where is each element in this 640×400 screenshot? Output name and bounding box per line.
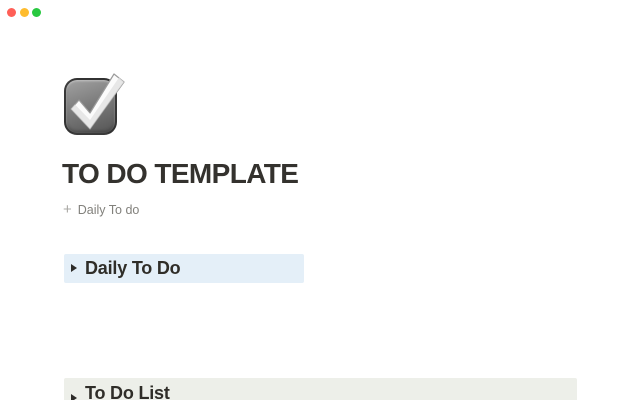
toggle-label: To Do List bbox=[85, 383, 170, 400]
toggle-to-do-list[interactable]: To Do List bbox=[64, 378, 577, 400]
maximize-button[interactable] bbox=[32, 8, 41, 17]
add-subpage-button[interactable]: + Daily To do bbox=[63, 201, 139, 218]
minimize-button[interactable] bbox=[19, 8, 29, 17]
subpage-link-label: Daily To do bbox=[77, 202, 140, 217]
page-title[interactable]: TO DO TEMPLATE bbox=[62, 158, 299, 189]
page-icon[interactable] bbox=[64, 73, 125, 135]
plus-icon: + bbox=[63, 201, 72, 218]
checkmark-icon bbox=[70, 73, 125, 130]
toggle-triangle-icon[interactable] bbox=[71, 264, 77, 272]
toggle-daily-to-do[interactable]: Daily To Do bbox=[64, 254, 304, 283]
window-controls bbox=[7, 8, 41, 17]
toggle-triangle-icon[interactable] bbox=[71, 394, 77, 400]
toggle-label: Daily To Do bbox=[85, 258, 181, 278]
close-button[interactable] bbox=[7, 8, 16, 17]
